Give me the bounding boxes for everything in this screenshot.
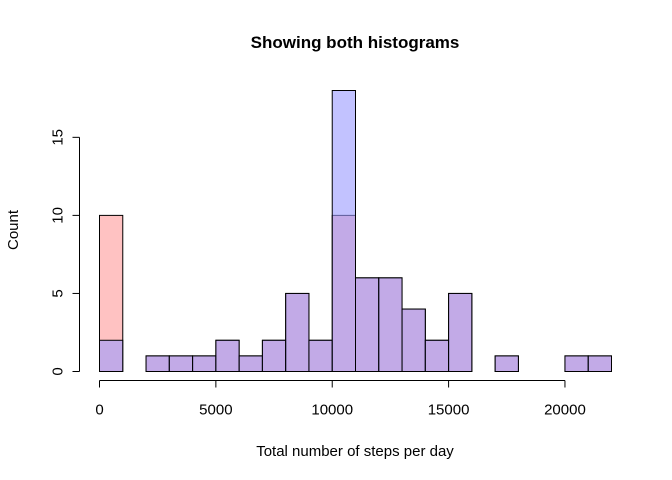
histogram-bar — [564, 355, 589, 372]
histogram-bar — [331, 90, 356, 372]
x-tick-label: 20000 — [544, 402, 586, 419]
histogram-bar — [261, 339, 287, 372]
series-1-bars — [99, 90, 613, 373]
histogram-bar — [285, 292, 310, 373]
y-tick-label: 10 — [50, 207, 67, 224]
histogram-bar — [401, 308, 426, 372]
histogram-bar — [145, 355, 170, 372]
y-axis-label: Count — [5, 209, 22, 250]
x-tick-label: 5000 — [199, 402, 232, 419]
y-tick-label: 5 — [50, 289, 67, 297]
x-axis: 0 5000 10000 15000 20000 — [95, 380, 586, 419]
y-tick-label: 0 — [50, 367, 67, 375]
y-axis: 0 5 10 15 — [50, 129, 80, 376]
y-tick-label: 15 — [50, 129, 67, 146]
histogram-bar — [587, 355, 613, 372]
histogram-bar — [168, 355, 194, 372]
histogram-bar — [238, 355, 263, 372]
histogram-bar — [378, 277, 403, 373]
histogram-bar — [99, 339, 124, 372]
x-tick-label: 15000 — [428, 402, 470, 419]
x-axis-label: Total number of steps per day — [256, 443, 454, 460]
histogram-bar — [355, 277, 380, 373]
histogram-bar — [308, 339, 333, 372]
histogram-bar — [192, 355, 217, 372]
x-tick-label: 0 — [95, 402, 103, 419]
histogram-bar — [494, 355, 519, 372]
x-tick-label: 10000 — [311, 402, 353, 419]
histogram-bar — [215, 339, 240, 372]
histogram-bar — [448, 292, 473, 373]
chart-title: Showing both histograms — [251, 33, 460, 52]
histogram-bar — [424, 339, 450, 372]
